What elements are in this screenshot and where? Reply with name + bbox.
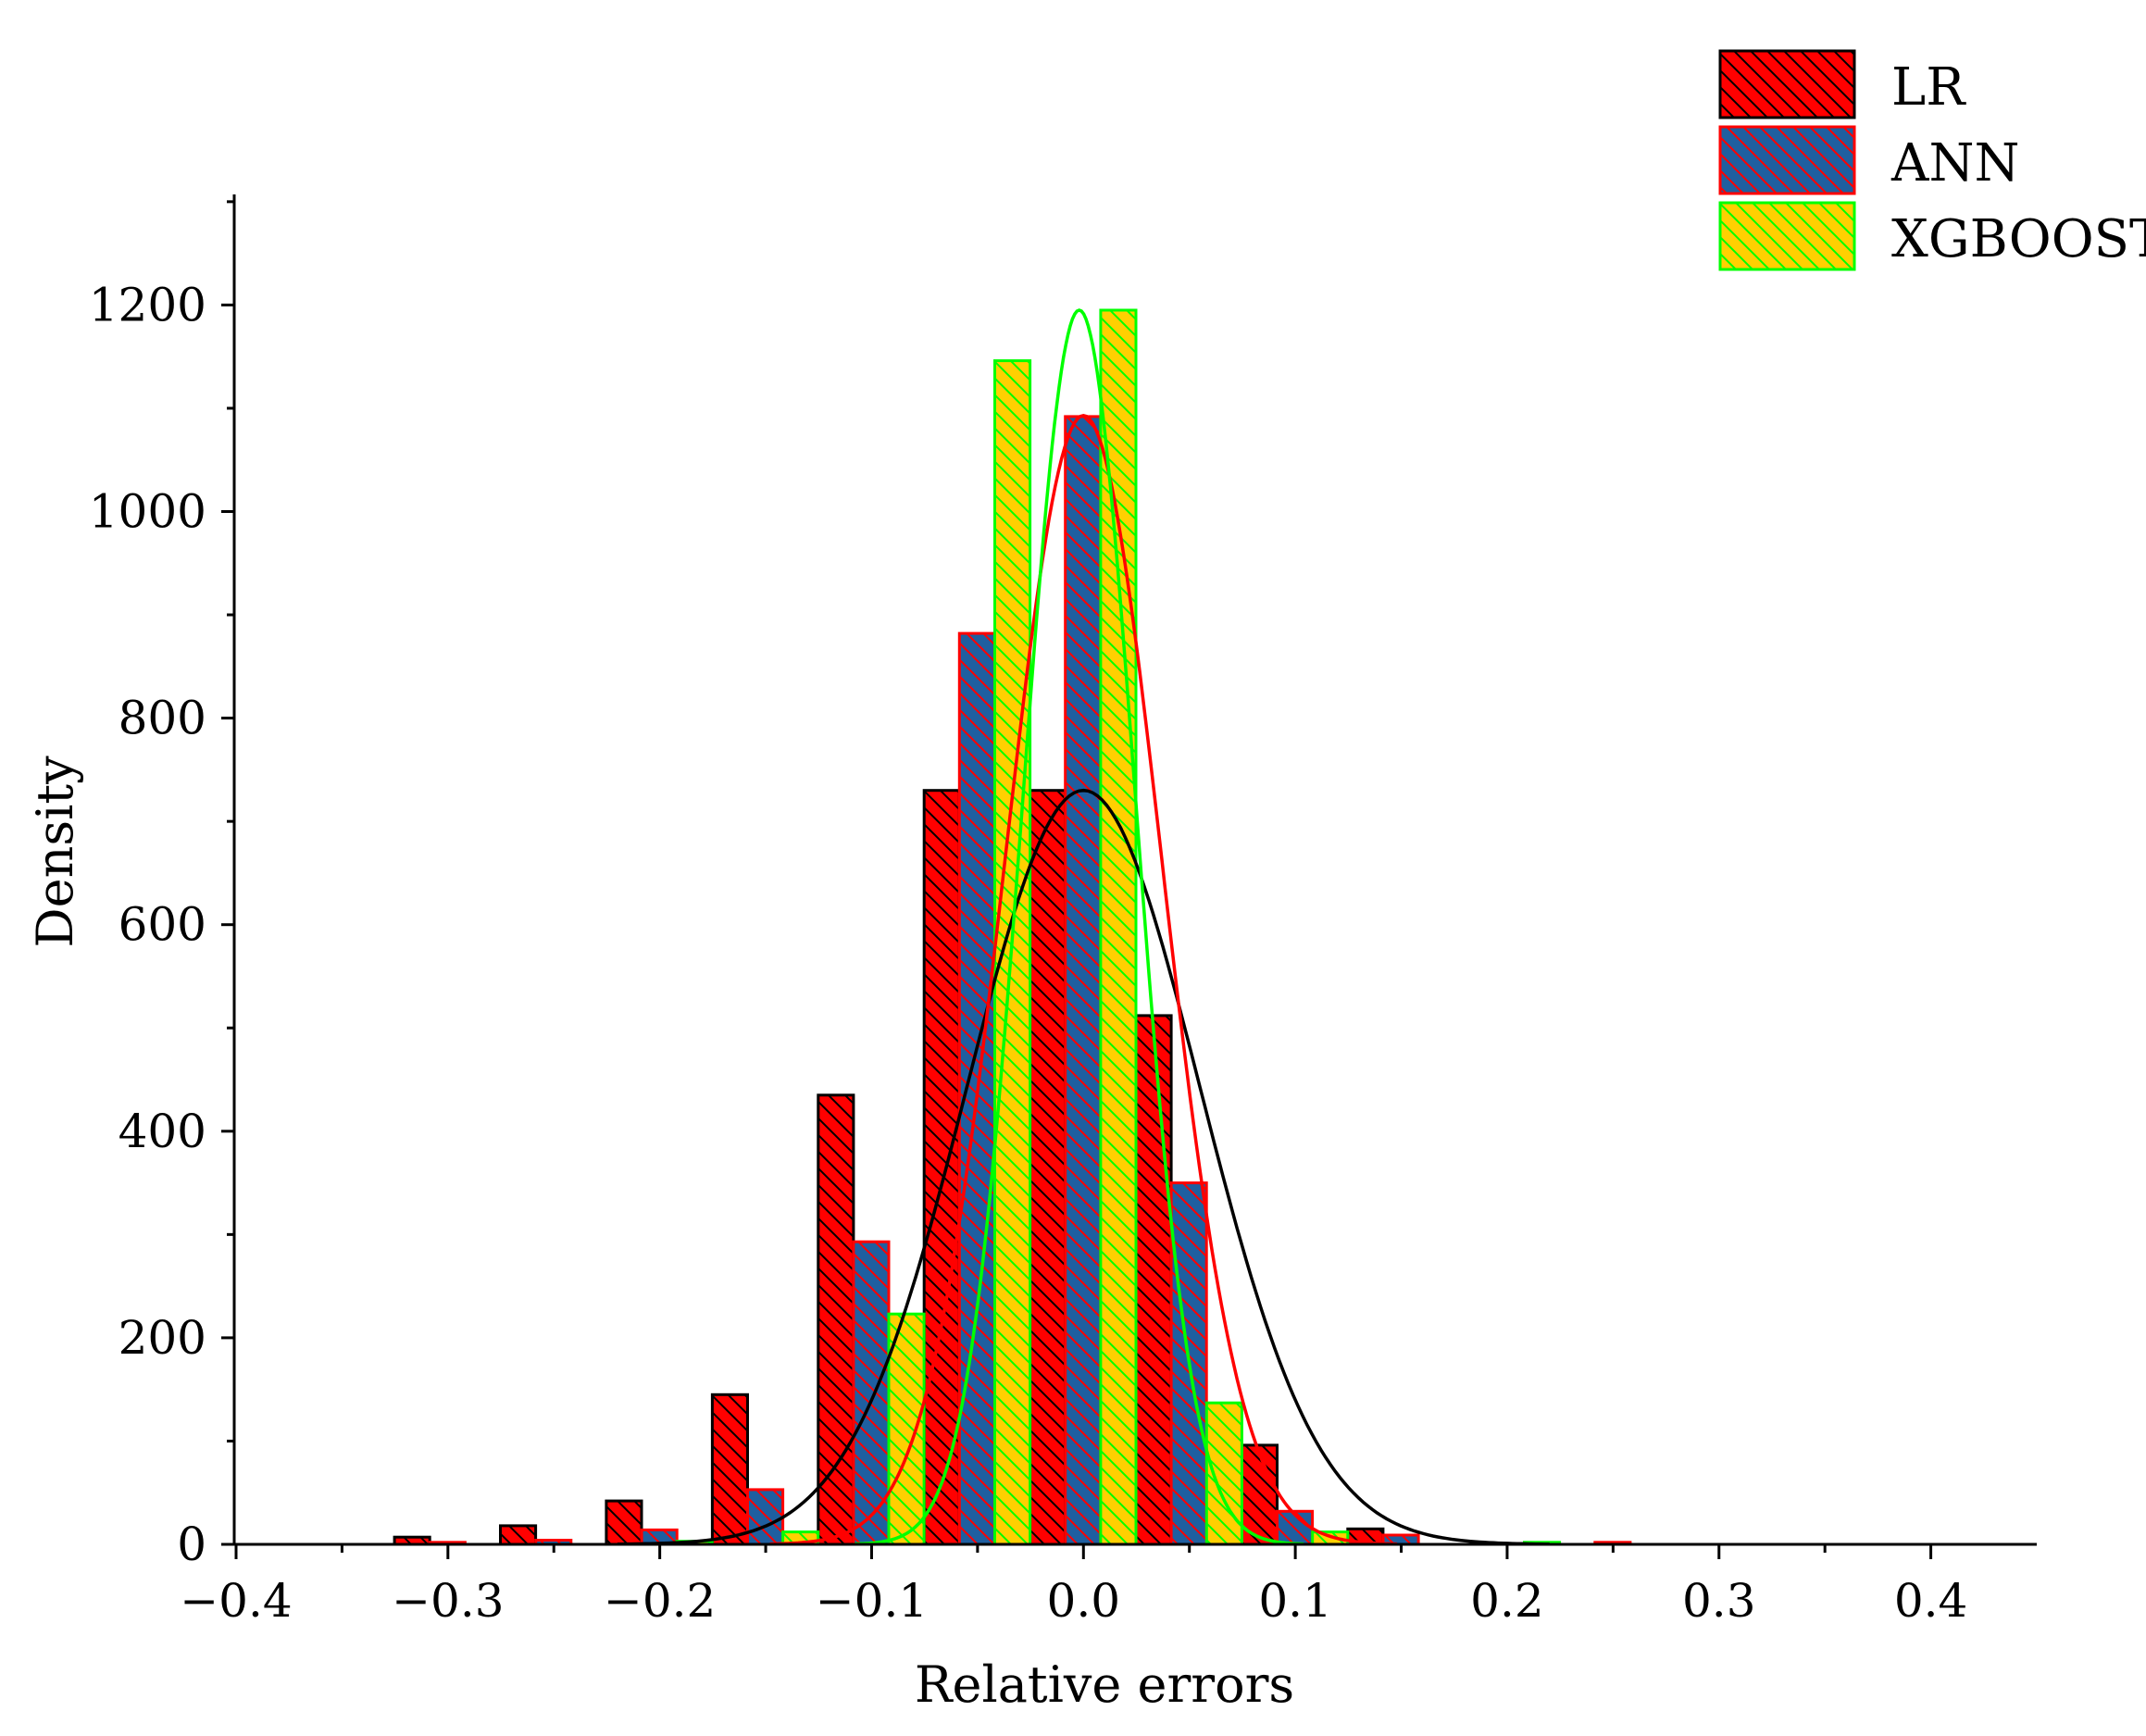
bar-lr--0.1 <box>817 1093 855 1546</box>
x-tick-label: 0.0 <box>1047 1574 1121 1628</box>
x-tick-label: 0.4 <box>1894 1574 1968 1628</box>
legend-swatch-xgboost <box>1718 201 1856 271</box>
bar-lr--0.25 <box>499 1524 538 1546</box>
bar-ann-0 <box>1064 415 1103 1546</box>
legend-label-ann: ANN <box>1890 133 2019 194</box>
bar-lr-0.05 <box>1134 1014 1173 1546</box>
legend-label-lr: LR <box>1891 57 1966 118</box>
fit-curves-layer <box>617 308 1550 1546</box>
y-axis-title: Density <box>26 756 84 948</box>
y-tick-label: 1000 <box>89 485 206 539</box>
bar-lr--0.05 <box>922 789 961 1546</box>
bar-lr-0 <box>1029 789 1067 1546</box>
x-tick-label: 0.2 <box>1470 1574 1544 1628</box>
fit-curve-ann <box>769 413 1398 1546</box>
legend: LR ANN XGBOOST <box>1718 49 2146 271</box>
bar-xgboost--0.1 <box>887 1312 926 1546</box>
legend-swatch-ann <box>1718 125 1856 195</box>
bar-lr--0.15 <box>710 1393 750 1546</box>
bar-xgboost-0 <box>1099 308 1138 1546</box>
x-tick-label: 0.3 <box>1682 1574 1756 1628</box>
y-tick-label: 200 <box>119 1311 206 1365</box>
x-tick-label: 0.1 <box>1258 1574 1332 1628</box>
y-tick-label: 600 <box>119 898 206 952</box>
bar-ann--0.1 <box>852 1240 891 1546</box>
fit-curve-xgboost <box>855 308 1304 1546</box>
legend-swatch-lr <box>1718 49 1856 119</box>
bar-ann--0.15 <box>746 1488 785 1546</box>
y-tick-label: 1200 <box>89 278 206 331</box>
axes-layer: 0 200 400 600 800 1000 1200 −0.4 −0.3 −0.2 −0.1 0.0… <box>89 194 2037 1628</box>
x-tick-label: −0.2 <box>604 1574 716 1628</box>
y-tick-label: 0 <box>177 1517 206 1571</box>
x-tick-label: −0.1 <box>816 1574 928 1628</box>
x-tick-label: −0.3 <box>392 1574 504 1628</box>
fit-curve-lr <box>617 788 1550 1546</box>
y-tick-label: 400 <box>119 1105 206 1158</box>
legend-label-xgboost: XGBOOST <box>1891 209 2146 269</box>
y-tick-label: 800 <box>119 692 206 745</box>
x-tick-label: −0.4 <box>180 1574 292 1628</box>
bar-lr--0.2 <box>605 1499 643 1546</box>
x-axis-title: Relative errors <box>915 1655 1294 1714</box>
